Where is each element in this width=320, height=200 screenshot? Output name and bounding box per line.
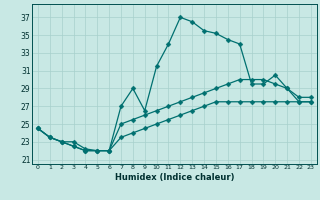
X-axis label: Humidex (Indice chaleur): Humidex (Indice chaleur) (115, 173, 234, 182)
